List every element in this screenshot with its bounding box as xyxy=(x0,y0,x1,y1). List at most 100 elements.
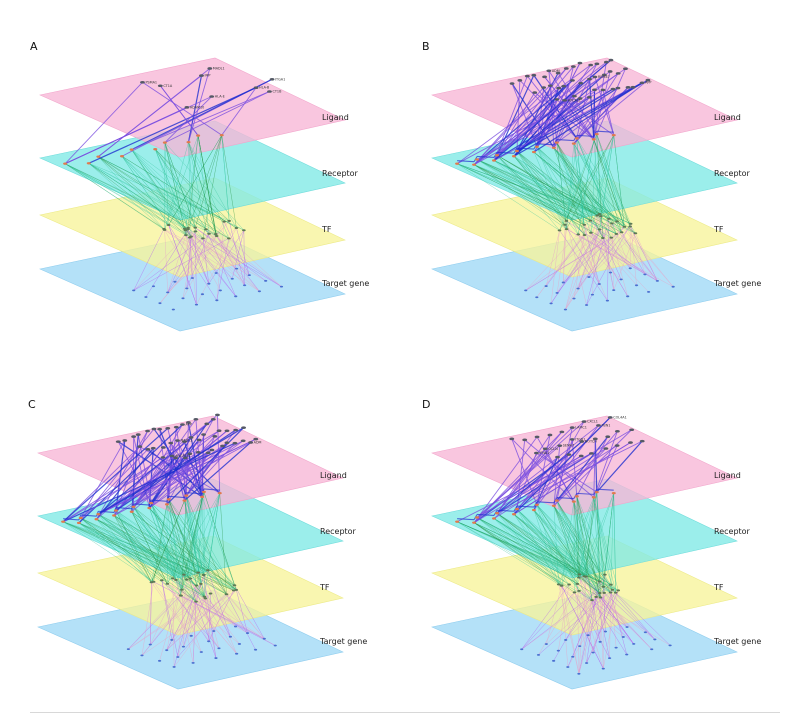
network-nodes: HPCAL1 ADM RBM47 APP xyxy=(455,58,675,311)
tf-node xyxy=(603,573,607,576)
receptor-tf-edge xyxy=(596,492,605,593)
tf-target-edge xyxy=(173,585,235,668)
ligand-node xyxy=(160,456,166,459)
receptor-node xyxy=(571,142,576,145)
receptor-tf-edge xyxy=(151,500,185,583)
ligand-node xyxy=(625,86,631,89)
ligand-node xyxy=(115,440,121,443)
tf-target-edge xyxy=(558,584,580,674)
tf-target-edge xyxy=(151,582,202,653)
receptor-tf-edge xyxy=(113,515,202,584)
target-node xyxy=(157,659,162,662)
receptor-tf-edge xyxy=(593,497,613,590)
receptor-tf-edge xyxy=(536,504,600,594)
target-node xyxy=(561,281,565,284)
tf-node xyxy=(633,232,638,235)
tf-target-edge xyxy=(183,574,204,647)
receptor-tf-edge xyxy=(190,491,205,579)
ligand-receptor-edge xyxy=(185,422,189,496)
ligand-node xyxy=(160,446,166,449)
receptor-tf-edge xyxy=(613,493,616,593)
ligand-receptor-edge xyxy=(596,130,614,133)
ligand-receptor-edge xyxy=(536,143,554,146)
network-panel-a: A Target gene TF Receptor Ligand IMP ITGA1 ADAM… xyxy=(30,40,369,332)
tf-node xyxy=(615,220,619,223)
tf-node xyxy=(577,573,582,576)
tf-target-edge xyxy=(202,238,210,284)
receptor-node xyxy=(184,494,189,497)
receptor-node xyxy=(531,150,536,154)
receptor-tf-edge xyxy=(516,150,585,236)
tf-target-edge xyxy=(187,227,197,305)
tf-target-edge xyxy=(213,590,234,632)
ligand-node xyxy=(555,71,561,75)
tf-target-edge xyxy=(167,227,189,293)
ligand-receptor-edge xyxy=(457,518,475,521)
receptor-tf-edge xyxy=(533,151,618,222)
tf-node xyxy=(232,584,237,587)
ligand-receptor-edge xyxy=(164,96,213,143)
ligand-receptor-edge xyxy=(556,448,607,501)
tf-node xyxy=(610,222,614,225)
tf-target-edge xyxy=(635,233,658,281)
receptor-tf-edge xyxy=(556,500,578,584)
receptor-tf-edge xyxy=(184,500,234,591)
receptor-tf-edge xyxy=(578,497,594,578)
target-node xyxy=(237,643,242,645)
receptor-node xyxy=(186,140,191,144)
tf-target-edge xyxy=(153,581,276,646)
ligand-gene-label: ANGPTL1 xyxy=(175,454,191,458)
ligand-node xyxy=(212,435,218,438)
tf-layer-label: TF xyxy=(713,583,724,592)
ligand-receptor-edge xyxy=(131,91,270,151)
ligand-receptor-edge xyxy=(576,79,649,139)
tf-target-edge xyxy=(572,574,606,657)
receptor-tf-edge xyxy=(561,492,597,586)
ligand-receptor-edge xyxy=(62,442,236,523)
receptor-tf-edge xyxy=(115,510,234,591)
ligand-node xyxy=(555,455,560,459)
receptor-tf-edge xyxy=(149,507,177,580)
tf-target-edge xyxy=(167,227,237,293)
tf-target-edge xyxy=(208,230,245,284)
ligand-receptor-edge xyxy=(98,427,244,515)
receptor-tf-edges xyxy=(457,134,636,239)
ligand-receptor-edge xyxy=(64,81,143,164)
target-node xyxy=(619,278,623,281)
receptor-tf-edge xyxy=(593,139,625,227)
tf-node xyxy=(607,217,611,220)
ligand-receptor-edge xyxy=(496,63,598,156)
target-node xyxy=(228,635,233,638)
ligand-receptor-edge xyxy=(62,427,169,523)
tf-target-edge xyxy=(164,229,260,292)
ligand-node xyxy=(577,97,583,100)
receptor-node xyxy=(551,146,556,150)
receptor-tf-edge xyxy=(513,156,600,215)
ligand-receptor-edge xyxy=(513,416,611,515)
receptor-tf-edge xyxy=(553,147,600,215)
tf-target-edge xyxy=(164,229,233,279)
tf-node xyxy=(194,600,198,603)
ligand-node xyxy=(645,78,651,82)
tf-node xyxy=(563,223,567,226)
tf-target-edge xyxy=(208,593,211,642)
tf-node xyxy=(231,589,236,592)
receptor-node xyxy=(94,517,99,521)
ligand-receptor-edge xyxy=(593,438,596,498)
ligand-node xyxy=(610,87,616,91)
receptor-tf-edge xyxy=(457,163,560,231)
ligand-node xyxy=(240,439,246,443)
receptor-tf-edge xyxy=(566,143,575,230)
tf-node xyxy=(149,581,154,584)
ligand-node xyxy=(546,69,552,73)
tf-target-edge xyxy=(195,227,197,305)
receptor-tf-edge xyxy=(556,142,617,234)
tf-target-edge xyxy=(203,574,248,634)
ligand-receptor-edges xyxy=(456,416,643,524)
target-node xyxy=(646,291,651,293)
target-node xyxy=(214,657,218,659)
receptor-tf-edge xyxy=(533,151,600,215)
receptor-tf-edge xyxy=(556,142,592,233)
receptor-tf-edge xyxy=(151,504,168,583)
